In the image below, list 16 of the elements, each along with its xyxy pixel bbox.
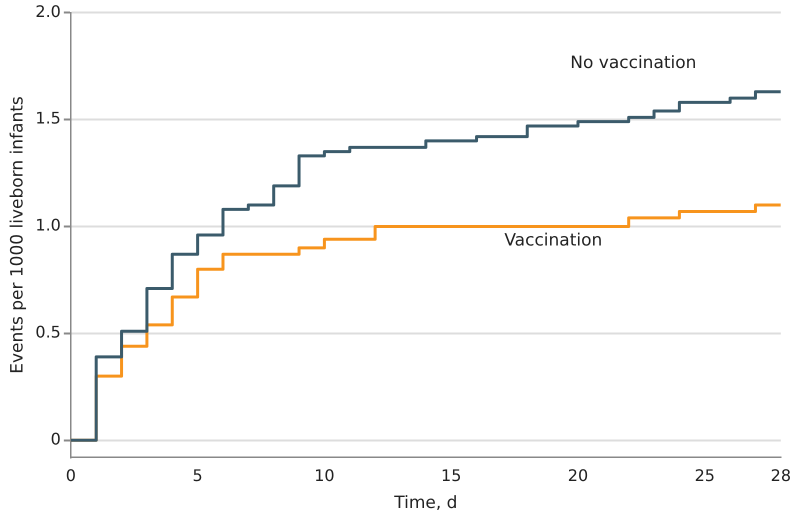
x-tick-label: 0 xyxy=(66,466,76,486)
x-tick-label: 25 xyxy=(694,466,715,486)
x-tick-label: 20 xyxy=(568,466,588,486)
y-tick-label: 0.5 xyxy=(35,322,61,342)
series-label: No vaccination xyxy=(570,53,696,74)
y-axis-title: Events per 1000 liveborn infants xyxy=(8,96,28,374)
x-axis-title: Time, d xyxy=(393,493,458,514)
x-tick-label: 5 xyxy=(192,466,203,486)
y-tick-label: 0 xyxy=(50,429,61,448)
x-tick-label: 10 xyxy=(314,466,335,486)
series-label: Vaccination xyxy=(504,230,602,250)
y-tick-label: 1.5 xyxy=(35,108,61,128)
x-tick-label: 28 xyxy=(770,466,791,486)
y-tick-label: 1.0 xyxy=(35,216,61,235)
y-tick-label: 2.0 xyxy=(35,2,61,21)
x-tick-label: 15 xyxy=(441,466,462,486)
